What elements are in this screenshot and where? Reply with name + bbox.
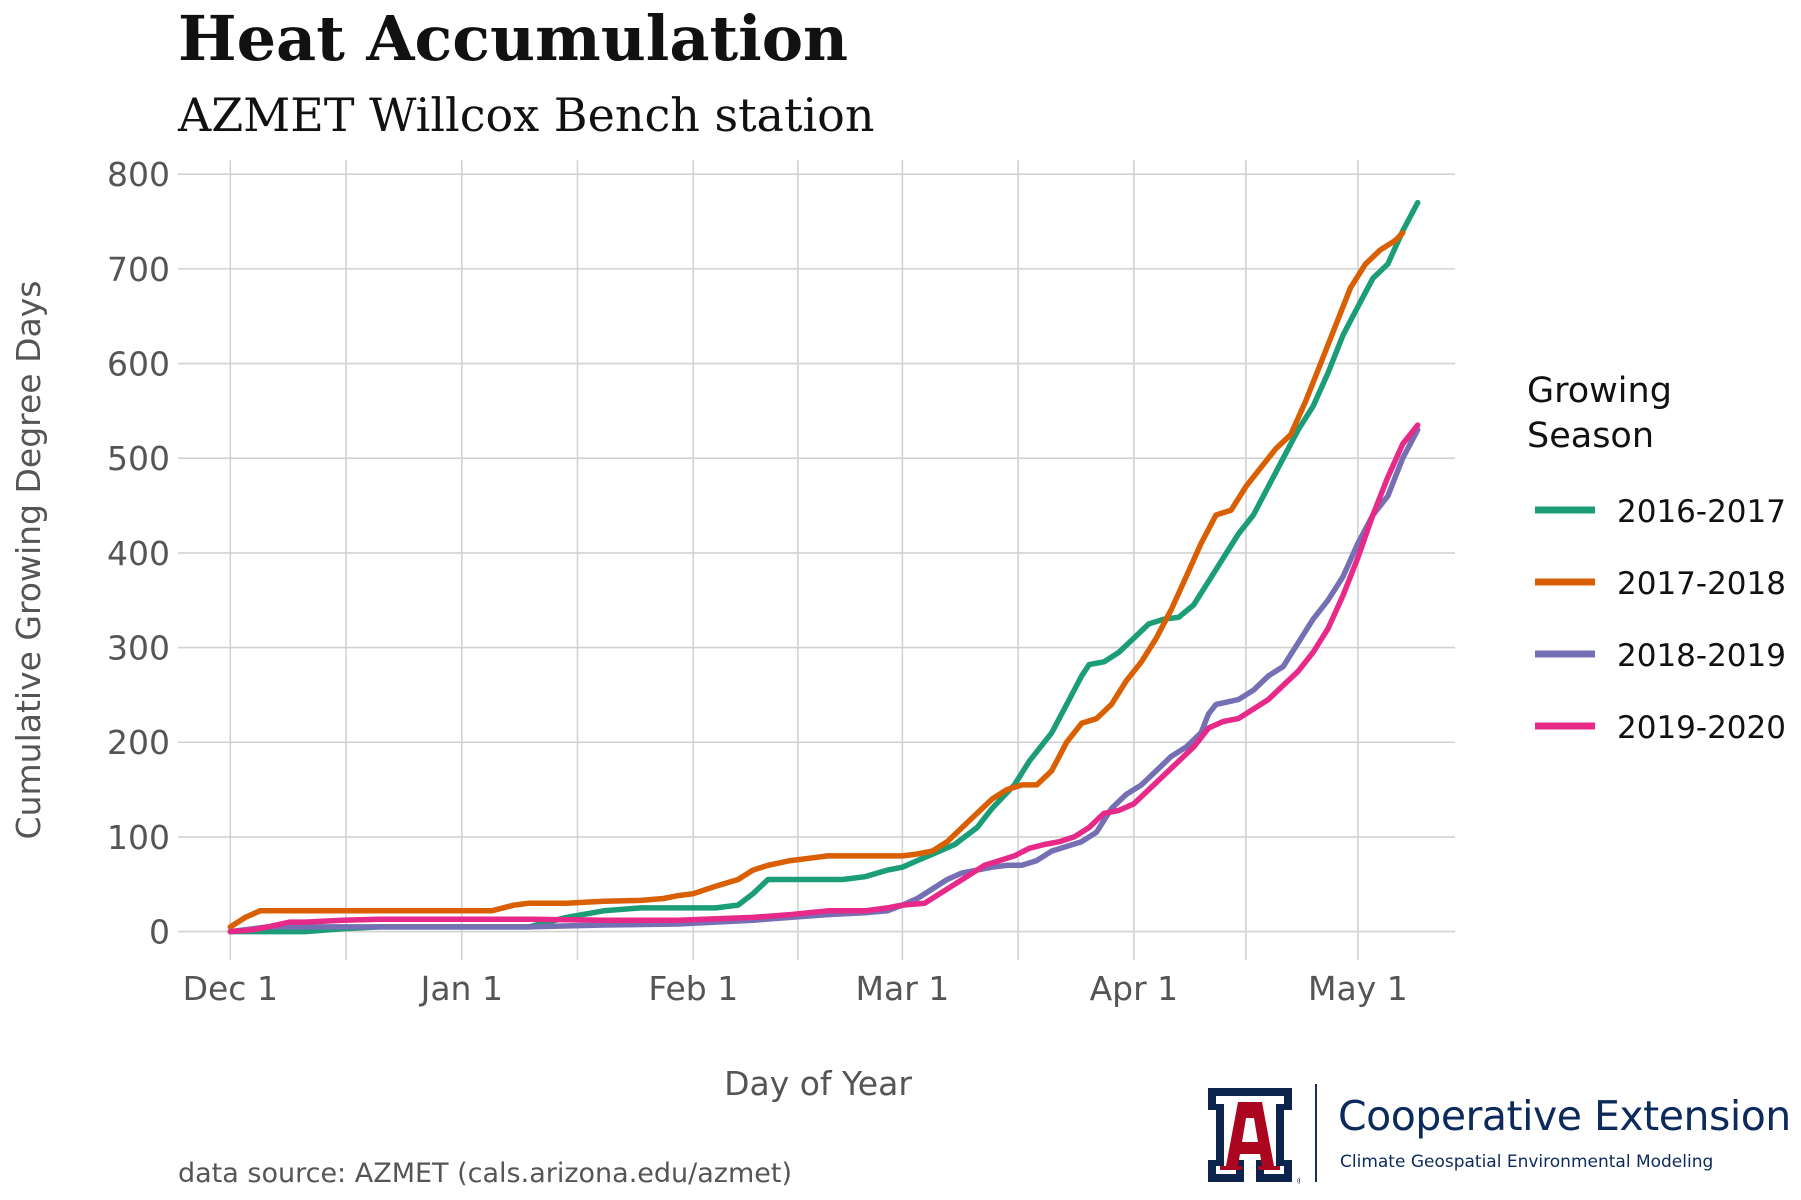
series-line-2019-2020 xyxy=(227,422,1421,935)
x-axis-label: Day of Year xyxy=(724,1064,912,1103)
legend-title-line-1: Growing xyxy=(1527,371,1672,411)
logo-divider xyxy=(1315,1084,1317,1182)
series-line-2018-2019 xyxy=(227,427,1421,935)
y-tick-label: 100 xyxy=(107,818,170,857)
legend-title-line-2: Season xyxy=(1527,416,1654,456)
data-source-caption: data source: AZMET (cals.arizona.edu/azm… xyxy=(178,1158,792,1189)
x-tick-label: May 1 xyxy=(1308,969,1408,1008)
series-line-2017-2018 xyxy=(227,230,1406,930)
x-tick-label: Apr 1 xyxy=(1090,969,1179,1008)
legend-label-2018-2019: 2018-2019 xyxy=(1617,638,1786,674)
series-lines xyxy=(227,199,1421,935)
y-tick-label: 400 xyxy=(107,534,170,573)
chart-title: Heat Accumulation xyxy=(178,2,849,75)
logo-name: Cooperative Extension xyxy=(1338,1092,1791,1140)
logo-tagline: Climate Geospatial Environmental Modelin… xyxy=(1340,1152,1714,1172)
legend-label-2016-2017: 2016-2017 xyxy=(1617,494,1786,530)
y-tick-label: 200 xyxy=(107,723,170,762)
y-tick-label: 0 xyxy=(149,913,170,952)
legend: Growing Season 2016-2017 2017-2018 2018-20… xyxy=(1527,371,1786,746)
y-tick-label: 300 xyxy=(107,629,170,668)
cooperative-extension-logo: ® Cooperative Extension Climate Geospati… xyxy=(1200,1078,1800,1188)
y-axis-label: Cumulative Growing Degree Days xyxy=(9,281,48,840)
chart-subtitle: AZMET Willcox Bench station xyxy=(178,88,875,142)
legend-label-2017-2018: 2017-2018 xyxy=(1617,566,1786,602)
x-tick-label: Jan 1 xyxy=(419,969,503,1008)
y-tick-label: 600 xyxy=(107,345,170,384)
y-tick-label: 500 xyxy=(107,439,170,478)
x-tick-label: Mar 1 xyxy=(856,969,950,1008)
university-block-a-icon: ® xyxy=(1208,1088,1300,1185)
x-tick-label: Dec 1 xyxy=(183,969,278,1008)
svg-text:®: ® xyxy=(1296,1177,1300,1185)
grid-lines xyxy=(178,160,1455,960)
legend-label-2019-2020: 2019-2020 xyxy=(1617,710,1786,746)
y-tick-label: 800 xyxy=(107,155,170,194)
series-line-2016-2017 xyxy=(227,199,1421,935)
x-tick-label: Feb 1 xyxy=(648,969,738,1008)
y-tick-label: 700 xyxy=(107,250,170,289)
x-axis-ticks: Dec 1 Jan 1 Feb 1 Mar 1 Apr 1 May 1 xyxy=(183,969,1408,1008)
y-axis-ticks: 0 100 200 300 400 500 600 700 800 xyxy=(107,155,170,951)
